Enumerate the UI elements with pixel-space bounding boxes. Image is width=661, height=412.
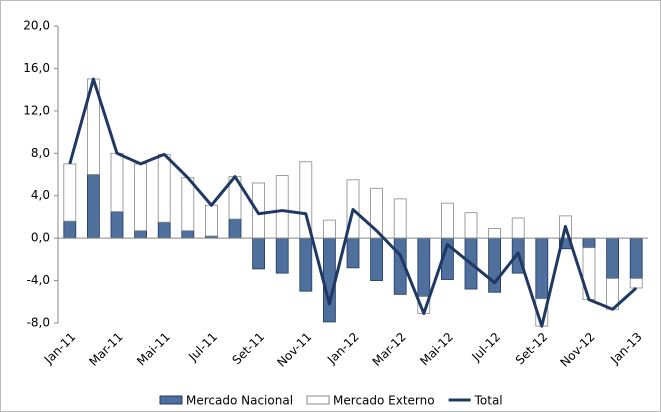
bar bbox=[299, 237, 313, 292]
bar bbox=[134, 163, 148, 232]
y-tick-label: 20,0 bbox=[23, 19, 50, 33]
bar bbox=[110, 211, 124, 239]
y-tick-label: 16,0 bbox=[23, 61, 50, 75]
bar bbox=[322, 219, 336, 239]
legend-item: Mercado Nacional bbox=[159, 394, 293, 408]
bar bbox=[87, 174, 100, 239]
bar bbox=[110, 152, 124, 213]
bar bbox=[582, 237, 596, 249]
legend-swatch bbox=[159, 395, 183, 405]
bar bbox=[228, 218, 242, 239]
y-tick-label: 0,0 bbox=[31, 231, 50, 245]
bar bbox=[63, 163, 77, 222]
legend-label: Mercado Externo bbox=[333, 394, 435, 408]
bar bbox=[535, 237, 549, 300]
bar bbox=[134, 230, 148, 239]
legend-item: Total bbox=[448, 394, 503, 408]
legend-swatch bbox=[306, 395, 330, 405]
total-line bbox=[68, 77, 638, 328]
bar bbox=[393, 198, 407, 239]
bar bbox=[464, 212, 478, 239]
bar bbox=[488, 228, 502, 239]
bar bbox=[181, 177, 195, 232]
bar bbox=[275, 175, 289, 239]
y-tick-label: 4,0 bbox=[31, 188, 50, 202]
y-tick-label: 8,0 bbox=[31, 146, 50, 160]
bar bbox=[629, 278, 643, 289]
bar bbox=[275, 237, 289, 274]
bar bbox=[252, 237, 266, 270]
legend-label: Mercado Nacional bbox=[186, 394, 293, 408]
bar bbox=[440, 202, 454, 239]
bar bbox=[157, 221, 171, 239]
bar bbox=[606, 237, 619, 279]
bar bbox=[417, 237, 431, 297]
bar bbox=[582, 247, 596, 301]
legend-item: Mercado Externo bbox=[306, 394, 435, 408]
bar bbox=[252, 182, 266, 239]
y-tick-label: -4,0 bbox=[27, 273, 50, 287]
bar bbox=[63, 220, 77, 239]
bar bbox=[370, 237, 384, 281]
bar bbox=[181, 230, 195, 239]
bar bbox=[346, 237, 360, 269]
bar bbox=[204, 204, 218, 237]
bar bbox=[157, 153, 171, 223]
bar bbox=[322, 237, 336, 323]
legend-label: Total bbox=[474, 394, 503, 408]
y-tick-label: -8,0 bbox=[27, 316, 50, 330]
y-tick-label: 12,0 bbox=[23, 103, 50, 117]
bar bbox=[511, 217, 525, 239]
bar bbox=[629, 237, 643, 279]
